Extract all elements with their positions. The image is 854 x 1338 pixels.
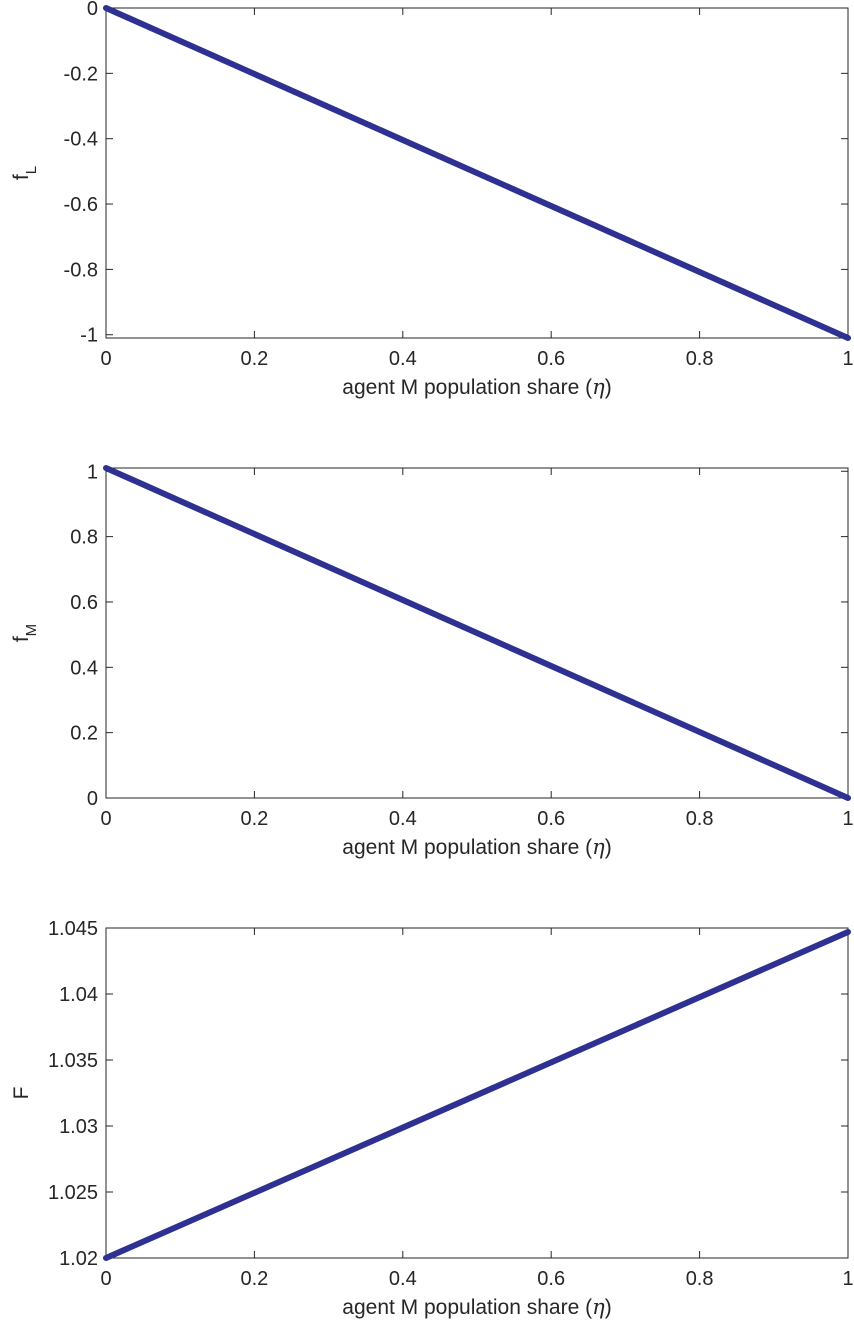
x-axis-label: agent M population share (η) (342, 1295, 611, 1319)
axes-box (105, 927, 849, 1259)
x-tick-label: 0.8 (686, 808, 714, 830)
x-tick-label: 0.4 (389, 348, 417, 370)
x-tick-label: 0.8 (686, 1268, 714, 1290)
y-tick-label: 1.025 (48, 1182, 98, 1204)
x-tick-label: 0.2 (240, 1268, 268, 1290)
x-axis-label: agent M population share (η) (342, 835, 611, 859)
y-tick-label: -0.8 (64, 259, 98, 281)
y-tick-label: 0 (87, 0, 98, 20)
x-tick-label: 1 (842, 348, 853, 370)
x-tick-label: 1 (842, 808, 853, 830)
x-tick-label: 1 (842, 1268, 853, 1290)
y-tick-label: -0.6 (64, 194, 98, 216)
y-tick-label: 0.4 (70, 657, 98, 679)
y-tick-label: -0.2 (64, 63, 98, 85)
y-tick-label: 1.02 (59, 1248, 98, 1270)
x-tick-label: 0.2 (240, 808, 268, 830)
x-tick-label: 0 (100, 808, 111, 830)
y-axis-label: F (10, 1087, 33, 1100)
y-tick-label: -1 (80, 325, 98, 347)
y-axis-label: fM (10, 624, 40, 642)
x-tick-label: 0.2 (240, 348, 268, 370)
subplot-1: 0 0.2 0.4 0.6 0.8 1 0 -0.2 -0.4 -0.6 -0.8 -1 agent M… (10, 0, 854, 399)
y-tick-label: 1.04 (59, 984, 98, 1006)
x-tick-label: 0.4 (389, 1268, 417, 1290)
subplot-3: 0 0.2 0.4 0.6 0.8 1 1.02 1.025 1.03 1.035 1.04 1.04… (10, 918, 854, 1319)
x-axis-label: agent M population share (η) (342, 375, 611, 399)
x-tick-label: 0.6 (537, 1268, 565, 1290)
x-tick-label: 0.8 (686, 348, 714, 370)
x-tick-label: 0 (100, 1268, 111, 1290)
x-tick-label: 0.6 (537, 348, 565, 370)
y-tick-label: 0 (87, 788, 98, 810)
series-line (103, 928, 851, 1261)
x-tick-label: 0.4 (389, 808, 417, 830)
y-tick-label: 0.8 (70, 527, 98, 549)
y-tick-label: 1.035 (48, 1050, 98, 1072)
x-tick-label: 0.6 (537, 808, 565, 830)
subplot-2: 0 0.2 0.4 0.6 0.8 1 0 0.2 0.4 0.6 0.8 1 agent M popu… (10, 461, 854, 859)
y-tick-label: 0.2 (70, 723, 98, 745)
y-tick-label: 1 (87, 461, 98, 483)
y-tick-label: 1.045 (48, 918, 98, 940)
series-line (103, 5, 851, 341)
y-tick-label: -0.4 (64, 129, 98, 151)
axes-box (105, 467, 849, 799)
y-tick-label: 0.6 (70, 592, 98, 614)
y-tick-label: 1.03 (59, 1116, 98, 1138)
axes-box (105, 7, 849, 339)
y-axis-label: fL (10, 166, 40, 180)
x-tick-label: 0 (100, 348, 111, 370)
series-line (103, 465, 851, 801)
